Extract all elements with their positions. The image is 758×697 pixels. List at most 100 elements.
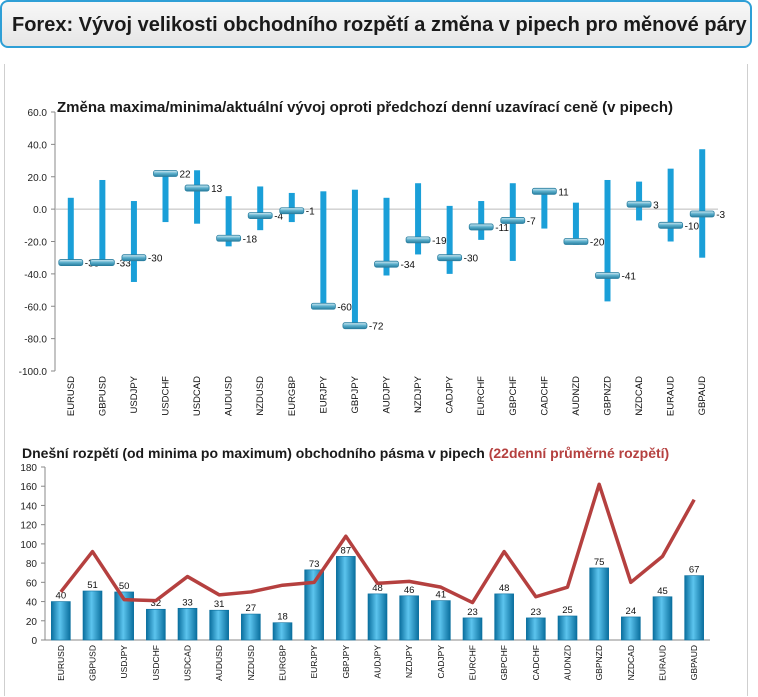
chart1-current-marker: [342, 322, 368, 330]
chart2-data-label: 31: [214, 599, 225, 610]
chart2-x-tick-label: USDCHF: [151, 645, 161, 680]
chart2-y-tick-label: 0: [31, 636, 37, 647]
chart2-bar: [146, 608, 166, 641]
chart2-y-tick-label: 80: [26, 559, 38, 570]
chart2-x-tick-label: NZDJPY: [404, 645, 414, 678]
chart1-data-label: 3: [653, 200, 659, 211]
chart1-x-tick-label: GBPNZD: [603, 376, 614, 416]
chart1-data-label: -19: [432, 236, 447, 247]
chart2-bar: [684, 575, 704, 641]
chart1-range-bar: [478, 201, 485, 240]
chart1-range-bar: [162, 170, 169, 223]
chart2-bar: [557, 615, 578, 641]
chart1-current-marker: [500, 217, 526, 224]
chart1-current-marker: [689, 210, 715, 218]
chart1-current-marker: [626, 200, 652, 208]
chart2-bar: [272, 622, 293, 641]
chart2-x-tick-label: AUDJPY: [373, 645, 383, 679]
chart1-y-tick-label: -60.0: [24, 302, 47, 313]
chart1-range-bar: [667, 168, 674, 242]
chart1-x-tick-label: EURGBP: [287, 376, 298, 416]
chart1-current-marker: [405, 236, 431, 244]
chart1-data-label: 22: [180, 170, 192, 181]
chart1-x-tick-label: EURCHF: [476, 376, 487, 416]
chart2-x-tick-label: GBPAUD: [689, 645, 699, 680]
chart2-bar: [304, 569, 324, 641]
chart2-data-label: 24: [626, 606, 637, 617]
chart1-range-bar: [541, 189, 548, 229]
chart2-bar: [241, 613, 261, 641]
chart2-data-label: 32: [151, 598, 162, 609]
chart2-data-label: 75: [594, 557, 605, 568]
chart2-x-tick-label: GBPCHF: [499, 645, 509, 680]
chart1-current-marker: [658, 221, 684, 229]
chart2-y-tick-label: 20: [26, 617, 38, 628]
chart2-y-tick-label: 140: [20, 501, 37, 512]
chart1-current-marker: [247, 212, 273, 220]
chart2-data-label: 41: [436, 590, 447, 601]
chart1-x-tick-label: AUDNZD: [571, 376, 582, 416]
chart1-data-label: -34: [401, 260, 416, 271]
chart1-y-tick-label: -80.0: [24, 335, 47, 346]
chart1-x-tick-label: NZDJPY: [413, 375, 424, 413]
chart2-data-label: 50: [119, 581, 130, 592]
chart1-current-marker: [58, 259, 84, 266]
chart1-x-tick-label: EURAUD: [666, 376, 677, 416]
chart1-x-tick-label: GBPAUD: [697, 376, 708, 416]
chart-panel: [4, 64, 748, 696]
chart1-current-marker: [89, 259, 115, 266]
chart1-x-tick-label: AUDUSD: [224, 376, 235, 416]
chart1-data-label: -1: [306, 207, 315, 218]
chart1-current-marker: [153, 170, 178, 177]
chart1-x-tick-label: GBPUSD: [97, 376, 108, 416]
chart1-data-label: -41: [622, 271, 637, 282]
chart2-bar: [462, 617, 483, 641]
chart2-y-tick-label: 180: [20, 463, 37, 474]
chart1-current-marker: [216, 234, 242, 242]
chart2-x-tick-label: CADCHF: [531, 645, 541, 680]
chart1-x-tick-label: CADJPY: [445, 375, 456, 413]
chart2-x-tick-label: GBPUSD: [88, 645, 98, 681]
chart2-data-label: 45: [657, 586, 668, 597]
chart1-range-bar: [572, 202, 579, 245]
chart1-data-label: 11: [558, 187, 569, 198]
chart1-x-tick-label: EURJPY: [318, 375, 329, 413]
chart2-x-tick-label: EURGBP: [278, 645, 288, 681]
chart2-x-tick-label: USDJPY: [119, 645, 129, 679]
chart2-x-tick-label: NZDCAD: [626, 645, 636, 680]
chart2-bar: [367, 593, 388, 641]
chart1-data-label: -30: [148, 254, 163, 265]
chart2-title-main: Dnešní rozpětí (od minima po maximum) ob…: [22, 445, 489, 461]
chart2-y-tick-label: 100: [20, 540, 37, 551]
chart1-data-label: -72: [369, 322, 384, 333]
chart1-current-marker: [374, 260, 399, 268]
chart2-bar: [82, 590, 103, 641]
chart1-range-bar: [699, 149, 706, 258]
chart2-data-label: 67: [689, 565, 700, 576]
chart1-data-label: -11: [495, 223, 509, 234]
chart1-current-marker: [437, 254, 463, 262]
chart2-y-tick-label: 40: [26, 598, 38, 609]
chart1-range-bar: [415, 183, 422, 255]
chart2-title-highlight: (22denní průměrné rozpětí): [489, 445, 669, 461]
chart2-bar: [399, 595, 419, 641]
chart1-y-tick-label: 40.0: [28, 140, 48, 151]
chart1-current-marker: [595, 272, 620, 279]
chart2-bar: [589, 567, 609, 641]
chart1-current-marker: [121, 254, 147, 262]
chart1-data-label: -20: [590, 238, 605, 249]
chart2-x-tick-label: AUDNZD: [563, 645, 573, 680]
chart1-range-bar: [130, 201, 137, 282]
chart1-data-label: -18: [243, 234, 258, 245]
chart2-bar: [621, 616, 641, 641]
chart2-data-label: 40: [56, 591, 67, 602]
chart2-data-label: 48: [372, 583, 383, 594]
chart1-current-marker: [563, 238, 589, 245]
chart2-bar: [494, 593, 514, 641]
chart1-x-tick-label: AUDJPY: [382, 375, 393, 413]
chart1-data-label: 13: [211, 184, 223, 195]
chart2-x-tick-label: GBPNZD: [594, 645, 604, 680]
chart2-y-tick-label: 120: [20, 521, 37, 532]
chart2-data-label: 33: [182, 597, 193, 608]
chart2-x-tick-label: CADJPY: [436, 645, 446, 679]
